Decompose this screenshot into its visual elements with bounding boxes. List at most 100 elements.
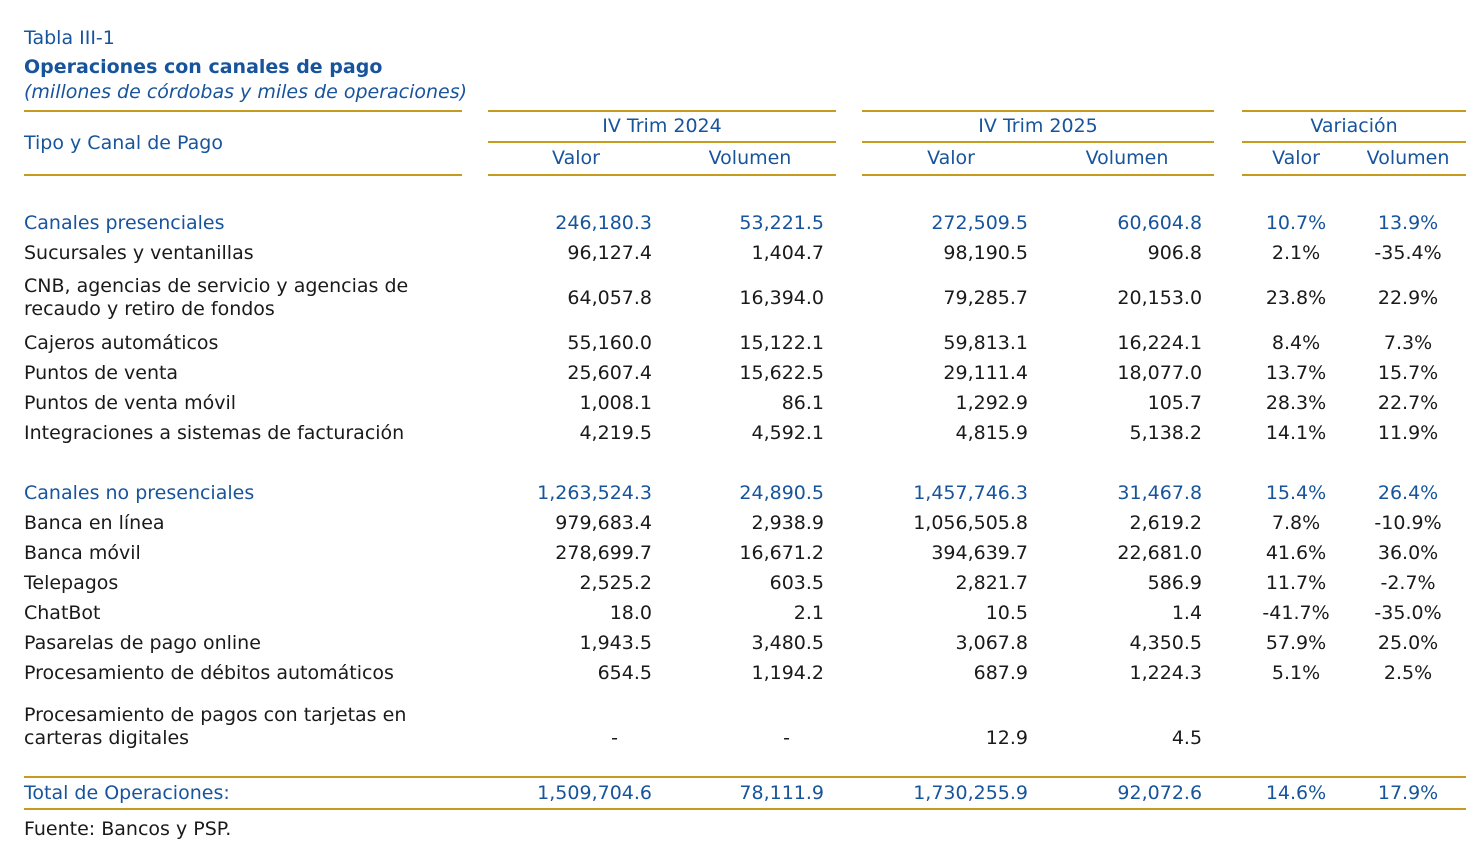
table-number: Tabla III-1 — [24, 27, 115, 49]
total-2025-valor: 1,730,255.9 — [862, 776, 1041, 810]
cell-value: 22.9% — [1377, 286, 1439, 309]
column-gap — [1214, 238, 1242, 268]
cell-value: 2,821.7 — [955, 571, 1029, 594]
column-gap — [1214, 208, 1242, 238]
cell-value: 22.7% — [1377, 391, 1439, 414]
row-label: Puntos de venta — [24, 361, 179, 384]
column-gap — [462, 658, 488, 688]
column-gap — [462, 238, 488, 268]
cell-value: 3,067.8 — [955, 631, 1029, 654]
column-gap — [462, 388, 488, 418]
cell-value — [1242, 688, 1350, 750]
column-gap — [462, 208, 488, 238]
cell-value: 57.9% — [1265, 631, 1327, 654]
column-gap — [1214, 388, 1242, 418]
table-row: Banca en línea 979,683.4 2,938.9 1,056,505.… — [24, 508, 1466, 538]
cell-value: 26.4% — [1377, 481, 1439, 504]
column-gap — [1214, 418, 1242, 448]
column-gap — [462, 688, 488, 750]
cell-value: 4,815.9 — [955, 421, 1029, 444]
table-row: Procesamiento de débitos automáticos 654.… — [24, 658, 1466, 688]
cell-value: 29,111.4 — [943, 361, 1029, 384]
cell-value: 79,285.7 — [943, 286, 1029, 309]
total-variacion-volumen: 17.9% — [1350, 776, 1467, 810]
column-gap — [836, 688, 862, 750]
cell-value: 7.8% — [1271, 511, 1321, 534]
cell-value: 24,890.5 — [739, 481, 825, 504]
cell-value: 13.9% — [1377, 211, 1439, 234]
column-gap — [462, 111, 488, 175]
cell-value: - — [611, 727, 618, 750]
total-2025-volumen: 92,072.6 — [1040, 776, 1215, 810]
table-row: CNB, agencias de servicio y agencias de … — [24, 268, 1466, 328]
column-gap — [462, 268, 488, 328]
column-gap — [836, 328, 862, 358]
cell-value: 60,604.8 — [1117, 211, 1203, 234]
cell-value: 10.7% — [1265, 211, 1327, 234]
table-row: Cajeros automáticos 55,160.0 15,122.1 59,81… — [24, 328, 1466, 358]
subheader-2024-volumen: Volumen — [664, 142, 837, 176]
row-label: Puntos de venta móvil — [24, 391, 237, 414]
cell-value: 654.5 — [597, 661, 652, 684]
column-gap — [1214, 508, 1242, 538]
cell-value: 278,699.7 — [555, 541, 652, 564]
column-gap — [836, 568, 862, 598]
column-gap — [836, 538, 862, 568]
cell-value: 5,138.2 — [1129, 421, 1203, 444]
cell-value: 272,509.5 — [931, 211, 1029, 234]
cell-value: 3,480.5 — [751, 631, 825, 654]
column-gap — [462, 508, 488, 538]
column-gap — [462, 568, 488, 598]
column-gap — [836, 776, 863, 810]
cell-value: 4,219.5 — [579, 421, 652, 444]
column-gap — [1214, 598, 1242, 628]
cell-value: 86.1 — [781, 391, 825, 414]
cell-value: 1,263,524.3 — [537, 481, 652, 504]
cell-value: 53,221.5 — [739, 211, 825, 234]
column-gap — [1214, 111, 1242, 175]
cell-value: 16,671.2 — [739, 541, 825, 564]
cell-value: 1,008.1 — [579, 391, 652, 414]
table-row: ChatBot 18.0 2.1 10.5 1.4 -41.7% -35.0% — [24, 598, 1466, 628]
table-row: Procesamiento de pagos con tarjetas en c… — [24, 688, 1466, 750]
column-gap — [836, 358, 862, 388]
cell-value: 603.5 — [769, 571, 825, 594]
spacer-row — [24, 175, 1466, 208]
column-gap — [836, 598, 862, 628]
cell-value: -35.0% — [1374, 601, 1442, 624]
table-header: Tipo y Canal de Pago IV Trim 2024 IV Tri… — [24, 110, 1467, 176]
table-row: Canales presenciales 246,180.3 53,221.5 272… — [24, 208, 1466, 238]
cell-value: 16,394.0 — [739, 286, 825, 309]
cell-value: 105.7 — [1147, 391, 1203, 414]
cell-value: 394,639.7 — [931, 541, 1029, 564]
cell-value: 13.7% — [1265, 361, 1327, 384]
subheader-2025-volumen: Volumen — [1040, 142, 1215, 176]
column-gap — [462, 538, 488, 568]
cell-value: 4.5 — [1171, 727, 1203, 750]
payments-table: Tipo y Canal de Pago IV Trim 2024 IV Tri… — [24, 110, 1467, 810]
cell-value: 2.1% — [1271, 241, 1321, 264]
table-row: Sucursales y ventanillas 96,127.4 1,404.7 9… — [24, 238, 1466, 268]
spacer-row — [24, 448, 1466, 478]
cell-value: 586.9 — [1147, 571, 1203, 594]
column-gap — [462, 598, 488, 628]
column-gap — [836, 388, 862, 418]
cell-value: 14.1% — [1265, 421, 1327, 444]
cell-value: 2.5% — [1383, 661, 1433, 684]
cell-value: 1.4 — [1171, 601, 1203, 624]
cell-value: 15,122.1 — [739, 331, 825, 354]
cell-value: 1,292.9 — [955, 391, 1029, 414]
row-label: Cajeros automáticos — [24, 331, 219, 354]
group-header-2025: IV Trim 2025 — [862, 110, 1215, 143]
column-gap — [1214, 268, 1242, 328]
table-row: Telepagos 2,525.2 603.5 2,821.7 586.9 11.7% -2… — [24, 568, 1466, 598]
table-row: Puntos de venta 25,607.4 15,622.5 29,111.4 1… — [24, 358, 1466, 388]
cell-value: 2,525.2 — [579, 571, 652, 594]
cell-value: 22,681.0 — [1117, 541, 1203, 564]
row-label: Canales no presenciales — [24, 481, 255, 504]
row-label: Sucursales y ventanillas — [24, 241, 254, 264]
cell-value: -41.7% — [1262, 601, 1330, 624]
group-header-2024: IV Trim 2024 — [488, 110, 837, 143]
cell-value: 8.4% — [1271, 331, 1321, 354]
total-2024-valor: 1,509,704.6 — [488, 776, 664, 810]
